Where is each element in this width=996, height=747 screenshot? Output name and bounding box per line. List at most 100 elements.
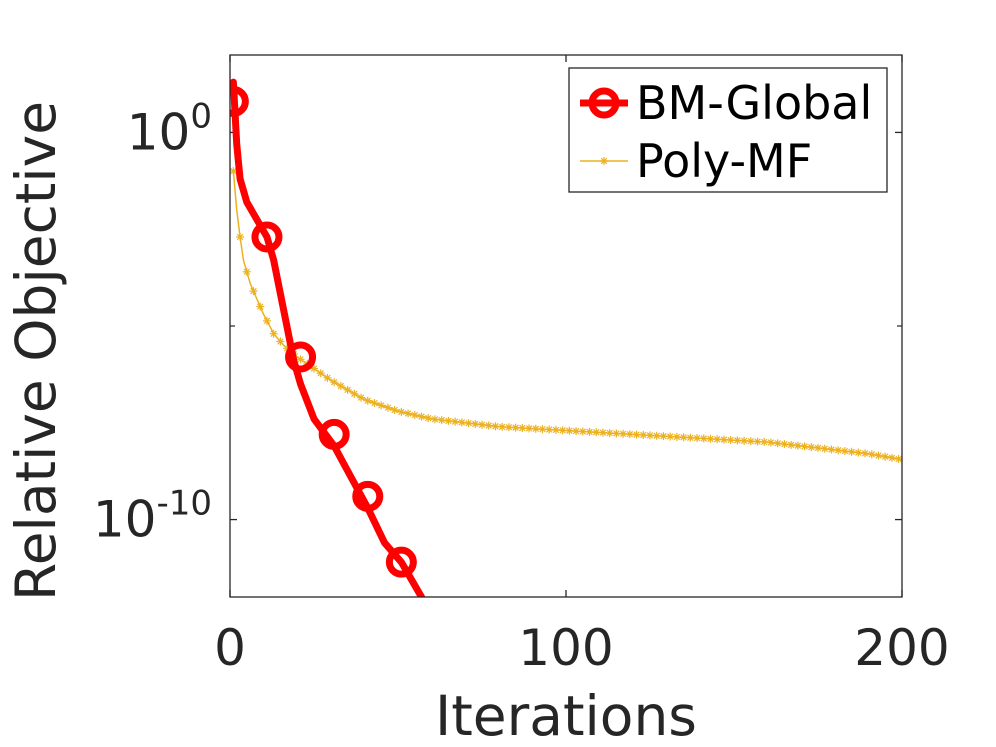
series-poly-mf-marker [464, 419, 473, 428]
series-poly-mf-marker [867, 450, 876, 459]
x-tick-label: 0 [214, 619, 246, 677]
axes-box [229, 54, 903, 598]
series-poly-mf-marker [424, 414, 433, 423]
series-poly-mf-marker [679, 433, 688, 442]
series-poly-mf-marker [827, 445, 836, 454]
series-poly-mf-marker [545, 425, 554, 434]
series-poly-mf-marker [269, 329, 278, 338]
series-poly-mf-marker [646, 431, 654, 440]
series-poly-mf-marker [766, 438, 775, 447]
series-poly-mf-marker [840, 447, 849, 456]
series-poly-mf-marker [383, 403, 392, 412]
series-poly-mf-marker [894, 454, 903, 463]
series-poly-mf-marker [652, 431, 661, 440]
y-axis-label: Relative Objective [4, 101, 68, 601]
series-poly-mf-marker [800, 442, 809, 451]
series-poly-mf-marker [612, 429, 621, 438]
series-poly-mf-marker [538, 425, 547, 434]
series-poly-mf-marker [404, 409, 413, 418]
series-poly-mf-marker [323, 373, 332, 382]
series-poly-mf-marker [558, 426, 567, 435]
series-poly-mf-marker [330, 378, 339, 387]
series-poly-mf-marker [417, 412, 426, 421]
series-poly-mf-marker [719, 435, 728, 444]
series-bm-global-marker [251, 221, 283, 253]
y-tick-label: 10-10 [93, 484, 212, 549]
series-poly-mf-marker [874, 451, 883, 460]
series-poly-mf-marker [504, 423, 513, 432]
series-bm-global-marker [230, 85, 249, 117]
series-poly-mf-marker [760, 437, 769, 446]
series-poly-mf-marker [639, 430, 648, 439]
series-poly-mf-marker [598, 428, 607, 437]
series-poly-mf-marker [773, 439, 782, 448]
series-poly-mf-marker [659, 432, 668, 441]
legend-poly-mf-label: Poly-MF [636, 134, 812, 188]
series-poly-mf-marker [834, 446, 843, 455]
series-poly-mf-marker [605, 429, 614, 438]
series-poly-mf-marker [787, 440, 796, 449]
series-poly-mf-marker [699, 434, 708, 443]
legend-bm-global-marker [588, 87, 620, 119]
series-poly-mf-marker [276, 337, 285, 346]
series-poly-mf-marker [363, 396, 372, 405]
series-poly-mf-marker [753, 437, 762, 446]
series-poly-mf-marker [551, 425, 560, 434]
series-poly-mf-marker [847, 447, 856, 456]
series-poly-mf-marker [451, 417, 460, 426]
series-poly-mf-marker [619, 429, 628, 438]
series-poly-mf-marker [625, 430, 634, 439]
series-poly-mf-marker [861, 449, 870, 458]
x-tick-label: 200 [854, 619, 949, 677]
series-poly-mf-marker [350, 389, 359, 398]
series-poly-mf-marker [592, 428, 601, 437]
series-poly-mf-marker [746, 437, 755, 446]
legend-poly-mf-marker [600, 157, 608, 165]
series-poly-mf-marker [242, 267, 251, 276]
series-poly-mf-marker [706, 434, 715, 443]
series-poly-mf-marker [780, 440, 789, 449]
series-poly-mf-marker [814, 443, 822, 452]
series-poly-mf-marker [410, 411, 419, 420]
series-poly-mf-marker [666, 432, 675, 441]
y-tick-label: 100 [127, 96, 212, 161]
series-poly-mf-marker [262, 316, 271, 325]
series-poly-mf-marker [256, 302, 265, 311]
series-poly-mf-marker [531, 424, 540, 433]
series-poly-mf-marker [478, 420, 486, 429]
series-poly-mf-marker [518, 424, 527, 433]
series-bm-global-marker [285, 341, 317, 373]
series-poly-mf-marker [632, 430, 641, 439]
series-poly-mf-marker [397, 407, 406, 416]
y-tick-label-base: 10 [127, 103, 191, 161]
series-poly-mf-marker [793, 441, 802, 450]
series-poly-mf-marker [585, 427, 594, 436]
series-layer [230, 78, 903, 597]
series-poly-mf-marker [807, 443, 816, 452]
series-poly-mf-marker [491, 422, 500, 431]
series-poly-mf-marker [733, 436, 742, 445]
series-poly-mf-marker [370, 399, 379, 408]
series-bm-global-line [230, 78, 426, 597]
series-poly-mf-marker [444, 416, 453, 425]
series-poly-mf-marker [430, 415, 439, 424]
series-poly-mf-marker [249, 287, 258, 296]
legend-bm-global-label: BM-Global [636, 76, 872, 130]
series-poly-mf-marker [854, 448, 863, 457]
series-poly-mf-marker [726, 436, 735, 445]
series-poly-mf-marker [887, 453, 896, 462]
x-axis-label: Iterations [435, 684, 697, 747]
series-poly-mf-marker [740, 436, 749, 445]
series-poly-mf-marker [316, 369, 325, 378]
series-poly-mf-marker [437, 416, 446, 425]
series-poly-mf-marker [296, 355, 305, 364]
series-poly-mf-marker [357, 393, 366, 402]
series-poly-mf-marker [686, 433, 695, 442]
series-poly-mf-marker [377, 401, 386, 410]
series-poly-mf-marker [498, 422, 507, 431]
series-poly-mf-marker [881, 452, 890, 461]
series-poly-mf-marker [511, 423, 520, 432]
series-poly-mf-marker [484, 421, 493, 430]
